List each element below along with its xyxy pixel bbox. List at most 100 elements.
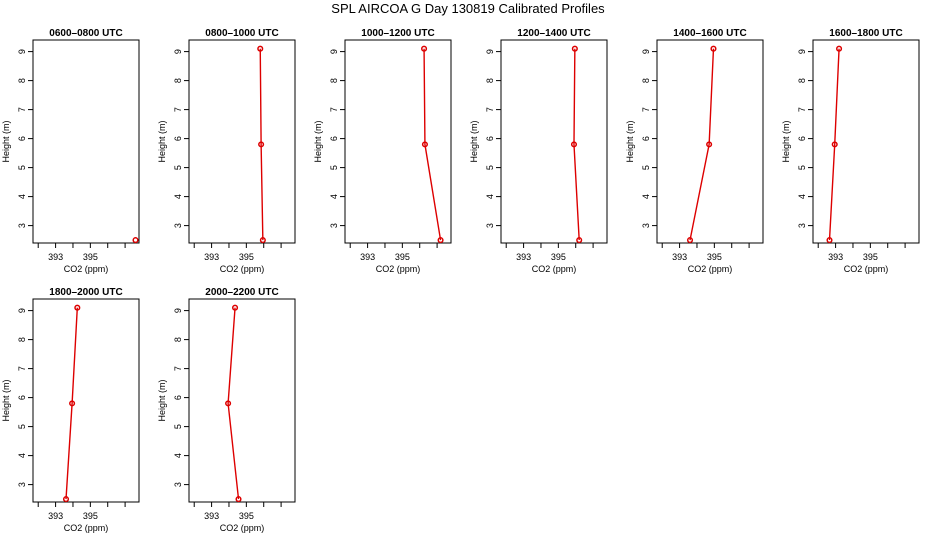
y-tick-label: 9 [173, 308, 183, 313]
x-tick-label: 393 [360, 252, 375, 262]
y-tick-label: 5 [797, 165, 807, 170]
profile-point [258, 141, 265, 148]
profile-point [437, 237, 444, 244]
x-tick-label: 393 [204, 252, 219, 262]
y-tick-label: 7 [173, 366, 183, 371]
panel-title: 1000–1200 UTC [361, 28, 434, 39]
profile-point [421, 45, 428, 52]
plot-frame [32, 298, 140, 503]
y-tick-label: 6 [641, 136, 651, 141]
x-tick-label: 395 [239, 252, 254, 262]
y-tick-label: 3 [17, 482, 27, 487]
x-axis-label: CO2 (ppm) [220, 523, 265, 533]
profile-line [227, 307, 240, 500]
y-tick-label: 6 [797, 136, 807, 141]
profile-point [686, 237, 694, 244]
profile-point [225, 400, 232, 407]
x-tick-label: 393 [48, 252, 63, 262]
panel-title: 1600–1800 UTC [829, 28, 902, 39]
profile-line [65, 307, 79, 500]
panel-title: 2000–2200 UTC [205, 287, 278, 298]
x-axis-label: CO2 (ppm) [64, 264, 109, 274]
panel-title: 0800–1000 UTC [205, 28, 278, 39]
profile-point [831, 141, 838, 148]
y-tick-label: 9 [797, 49, 807, 54]
y-tick-label: 8 [329, 78, 339, 83]
y-tick-label: 4 [17, 194, 27, 199]
x-axis-label: CO2 (ppm) [532, 264, 577, 274]
y-tick-label: 8 [485, 78, 495, 83]
y-tick-label: 7 [17, 366, 27, 371]
y-axis-label: Height (m) [1, 120, 11, 162]
y-tick-label: 9 [329, 49, 339, 54]
y-tick-label: 9 [17, 49, 27, 54]
profile-point [132, 237, 139, 244]
y-axis-label: Height (m) [157, 120, 167, 162]
y-tick-label: 3 [173, 223, 183, 228]
plot-frame [656, 39, 764, 244]
figure-title: SPL AIRCOA G Day 130819 Calibrated Profi… [331, 1, 605, 16]
profile-point [706, 141, 713, 148]
plot-frame [344, 39, 452, 244]
y-tick-label: 4 [329, 194, 339, 199]
x-tick-label: 395 [83, 252, 98, 262]
plot-frame [500, 39, 608, 244]
profile-line [573, 48, 580, 241]
y-tick-label: 9 [641, 49, 651, 54]
profile-point [235, 496, 242, 503]
profile-point [571, 45, 578, 52]
y-tick-label: 4 [641, 194, 651, 199]
x-tick-label: 393 [516, 252, 531, 262]
panel-title: 1800–2000 UTC [49, 287, 122, 298]
y-tick-label: 4 [797, 194, 807, 199]
y-tick-label: 9 [17, 308, 27, 313]
y-axis-label: Height (m) [781, 120, 791, 162]
x-axis-label: CO2 (ppm) [688, 264, 733, 274]
y-tick-label: 7 [17, 107, 27, 112]
x-axis-label: CO2 (ppm) [64, 523, 109, 533]
y-tick-label: 8 [17, 337, 27, 342]
panel-title: 0600–0800 UTC [49, 28, 122, 39]
panel-4: 1200–1400 UTC 393 395 3 4 5 6 7 8 9 CO2 (ppm) Heigh… [469, 28, 608, 274]
profile-point [836, 45, 843, 52]
profile-line [689, 48, 715, 241]
y-tick-label: 9 [173, 49, 183, 54]
profile-point [576, 237, 583, 244]
x-tick-label: 395 [395, 252, 410, 262]
profile-point [231, 304, 239, 311]
profile-point [259, 237, 266, 244]
y-tick-label: 4 [173, 194, 183, 199]
profile-point [826, 237, 833, 244]
y-tick-label: 7 [329, 107, 339, 112]
y-tick-label: 3 [329, 223, 339, 228]
y-tick-label: 3 [485, 223, 495, 228]
panel-title: 1200–1400 UTC [517, 28, 590, 39]
profile-point [257, 45, 264, 52]
panel-title: 1400–1600 UTC [673, 28, 746, 39]
y-tick-label: 5 [485, 165, 495, 170]
y-tick-label: 7 [797, 107, 807, 112]
plot-frame [188, 39, 296, 244]
y-tick-label: 8 [17, 78, 27, 83]
y-axis-label: Height (m) [469, 120, 479, 162]
y-tick-label: 7 [173, 107, 183, 112]
y-tick-label: 8 [173, 337, 183, 342]
y-tick-label: 4 [17, 453, 27, 458]
y-tick-label: 8 [641, 78, 651, 83]
y-tick-label: 3 [641, 223, 651, 228]
profile-point [710, 45, 717, 52]
y-tick-label: 6 [485, 136, 495, 141]
panel-6: 1600–1800 UTC 393 395 3 4 5 6 7 8 9 CO2 (ppm) Heigh… [781, 28, 920, 274]
y-tick-label: 5 [173, 165, 183, 170]
x-tick-label: 395 [551, 252, 566, 262]
y-tick-label: 6 [17, 395, 27, 400]
x-axis-label: CO2 (ppm) [376, 264, 421, 274]
x-tick-label: 395 [863, 252, 878, 262]
y-tick-label: 6 [173, 136, 183, 141]
y-tick-label: 6 [17, 136, 27, 141]
profile-line [423, 48, 442, 241]
panel-1: 0600–0800 UTC 393 395 3 4 5 6 7 8 9 CO2 (ppm) Heigh… [1, 28, 140, 274]
y-tick-label: 8 [797, 78, 807, 83]
y-tick-label: 4 [173, 453, 183, 458]
